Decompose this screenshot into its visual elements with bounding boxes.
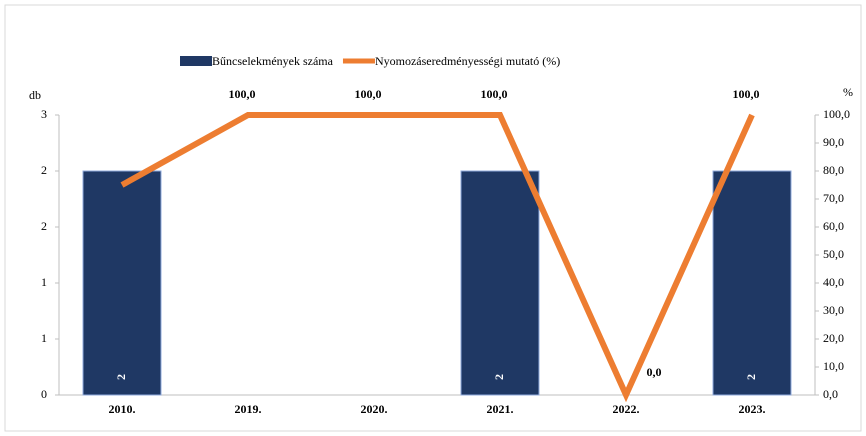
x-tick-label: 2019. xyxy=(235,402,262,416)
y2-tick-label: 60,0 xyxy=(823,219,844,233)
y2-tick-label: 100,0 xyxy=(823,107,850,121)
data-label: 100,0 xyxy=(733,87,760,101)
bar-label: 2 xyxy=(744,374,758,380)
bar-label-group: 2 xyxy=(114,374,128,380)
legend-swatch xyxy=(180,56,212,66)
data-label: 100,0 xyxy=(481,87,508,101)
bar xyxy=(713,171,791,395)
y-tick-label: 1 xyxy=(41,331,47,345)
y2-tick-label: 80,0 xyxy=(823,163,844,177)
y-tick-label: 3 xyxy=(41,107,47,121)
bar-label: 2 xyxy=(492,374,506,380)
bar-label: 2 xyxy=(114,374,128,380)
y-tick-label: 1 xyxy=(41,275,47,289)
legend-label: Nyomozáseredményességi mutató (%) xyxy=(375,54,560,68)
data-label: 100,0 xyxy=(355,87,382,101)
y2-tick-label: 0,0 xyxy=(823,387,838,401)
y-tick-label: 0 xyxy=(41,387,47,401)
y2-axis-title: % xyxy=(843,85,853,99)
bar-label-group: 2 xyxy=(492,374,506,380)
y2-tick-label: 50,0 xyxy=(823,247,844,261)
x-tick-label: 2023. xyxy=(739,402,766,416)
y2-tick-label: 40,0 xyxy=(823,275,844,289)
y2-tick-label: 90,0 xyxy=(823,135,844,149)
x-tick-label: 2020. xyxy=(361,402,388,416)
legend-label: Bűncselekmények száma xyxy=(212,54,334,68)
y2-tick-label: 20,0 xyxy=(823,331,844,345)
bar-label-group: 2 xyxy=(744,374,758,380)
y-tick-label: 2 xyxy=(41,163,47,177)
y2-tick-label: 70,0 xyxy=(823,191,844,205)
y2-tick-label: 10,0 xyxy=(823,359,844,373)
bar xyxy=(461,171,539,395)
y2-tick-label: 30,0 xyxy=(823,303,844,317)
x-tick-label: 2010. xyxy=(109,402,136,416)
y-tick-label: 2 xyxy=(41,219,47,233)
data-label: 0,0 xyxy=(647,365,662,379)
data-label: 100,0 xyxy=(229,87,256,101)
y-axis-title: db xyxy=(29,88,41,102)
chart: db % 0112230,010,020,030,040,050,060,070… xyxy=(0,0,866,436)
x-tick-label: 2021. xyxy=(487,402,514,416)
x-tick-label: 2022. xyxy=(613,402,640,416)
bar xyxy=(83,171,161,395)
